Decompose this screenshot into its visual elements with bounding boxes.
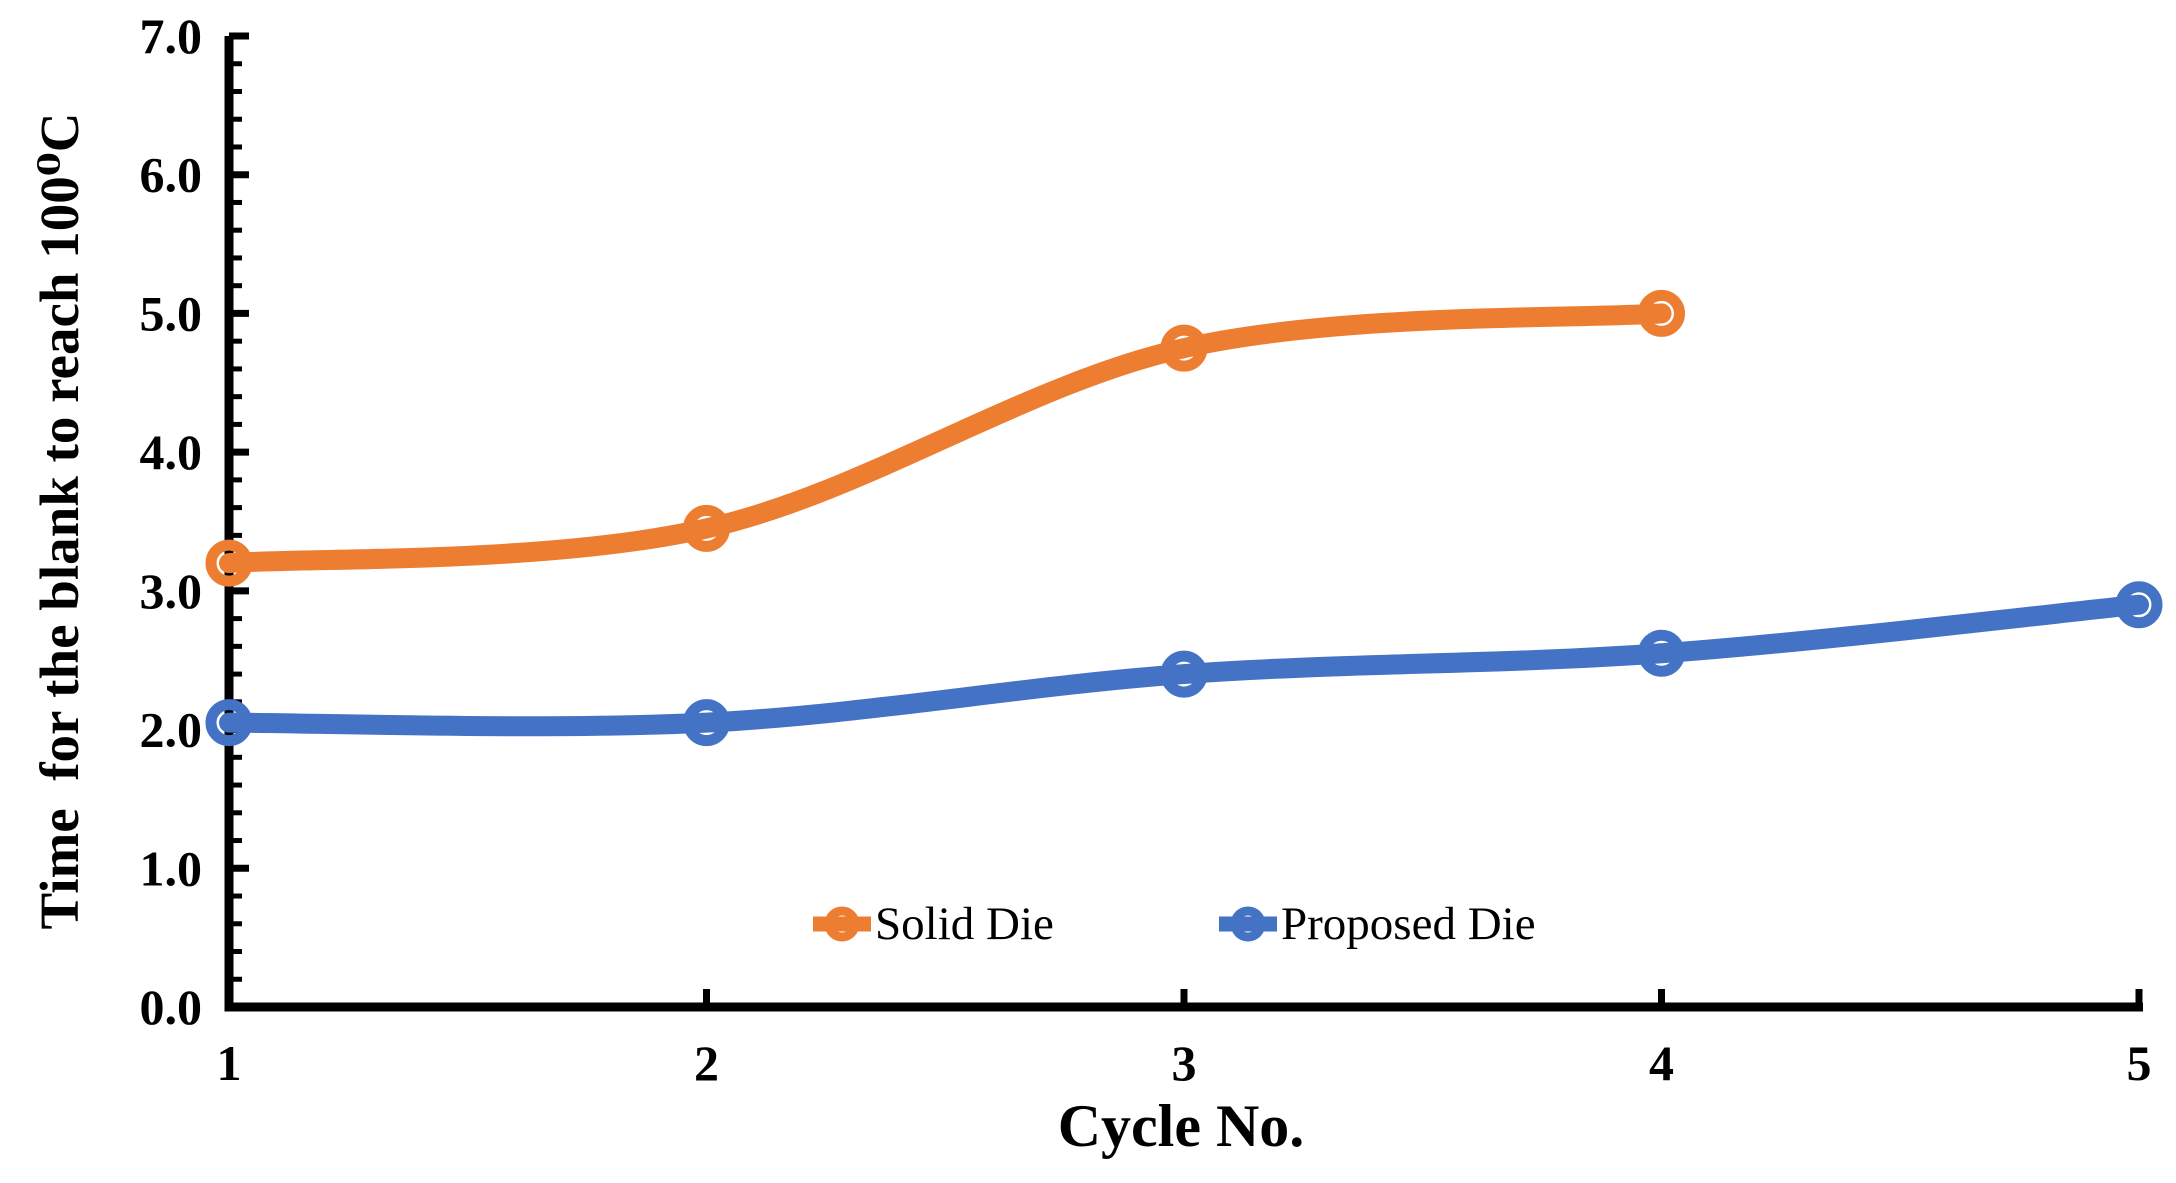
legend-label-solid-die: Solid Die <box>875 898 1054 950</box>
y-axis-title: Time for the blank to reach 100⁰C <box>29 112 90 930</box>
y-tick-label: 0.0 <box>140 979 203 1035</box>
y-tick-label: 3.0 <box>140 563 203 619</box>
series-marker-proposed-die <box>683 699 730 747</box>
legend-item-solid-die: Solid Die <box>813 896 1054 952</box>
x-axis-title: Cycle No. <box>1057 1093 1305 1159</box>
y-tick-label: 1.0 <box>140 840 203 896</box>
y-tick-label: 2.0 <box>140 702 203 758</box>
series-marker-solid-die <box>205 539 253 587</box>
x-tick-label: 3 <box>1172 1035 1197 1091</box>
series-marker-solid-die <box>683 504 730 552</box>
x-tick-label: 2 <box>694 1035 719 1091</box>
series-marker-proposed-die <box>205 699 253 747</box>
y-tick-label: 7.0 <box>140 8 203 64</box>
x-tick-label: 4 <box>1649 1035 1674 1091</box>
x-tick-label: 1 <box>217 1035 242 1091</box>
x-tick-label: 5 <box>2127 1035 2152 1091</box>
y-tick-label: 6.0 <box>140 147 203 203</box>
y-tick-label: 4.0 <box>140 424 203 480</box>
series-line-proposed-die <box>219 594 2149 737</box>
series-marker-solid-die <box>1160 324 1208 372</box>
legend-item-proposed-die: Proposed Die <box>1219 896 1536 952</box>
series-marker-proposed-die <box>1160 650 1208 698</box>
legend-marker-solid-die <box>813 906 871 942</box>
series-marker-proposed-die <box>1638 629 1685 677</box>
series-line-solid-die <box>219 303 1672 574</box>
legend-label-proposed-die: Proposed Die <box>1281 898 1536 950</box>
series-marker-proposed-die <box>2115 581 2163 629</box>
series-marker-solid-die <box>1638 289 1685 337</box>
legend-marker-proposed-die <box>1219 906 1277 942</box>
y-tick-label: 5.0 <box>140 285 203 341</box>
